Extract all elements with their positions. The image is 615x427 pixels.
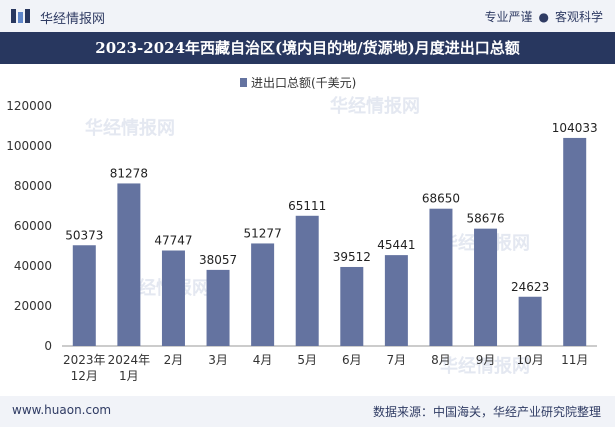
x-tick-label: 7月 [387, 353, 407, 367]
y-axis: 0 20000 40000 60000 80000 100000 120000 [6, 99, 52, 353]
dot-separator-icon: ● [538, 10, 549, 24]
data-label: 38057 [199, 253, 237, 267]
bar-series: 50373 81278 47747 38057 51277 65111 39512 45441… [65, 121, 598, 346]
bar [72, 245, 96, 346]
data-label: 104033 [552, 121, 598, 135]
y-tick-label: 80000 [14, 179, 52, 193]
bar-chart: 华经情报网 华经情报网 华经情报网 华经情报网 华经情报网 进出口总额(千美元)… [6, 76, 598, 383]
x-tick-label: 2024年 1月 [108, 353, 151, 383]
footer-band: www.huaon.com 数据来源：中国海关，华经产业研究院整理 [0, 396, 615, 427]
data-label: 51277 [244, 226, 282, 240]
watermark-text: 华经情报网 [85, 117, 175, 139]
bar [295, 215, 319, 346]
legend: 进出口总额(千美元) [240, 76, 356, 90]
bar [161, 250, 185, 346]
bar [206, 269, 230, 346]
x-tick-label: 11月 [561, 353, 588, 367]
x-tick-label: 10月 [516, 353, 543, 367]
chart-title: 2023-2024年西藏自治区(境内目的地/货源地)月度进出口总额 [0, 32, 615, 64]
x-tick-label: 4月 [253, 353, 273, 367]
bar [563, 137, 587, 346]
bar [384, 255, 408, 346]
bar [340, 266, 364, 346]
footer-url: www.huaon.com [12, 403, 112, 417]
header-band: 华经情报网 专业严谨 ● 客观科学 [0, 0, 615, 32]
data-label: 68650 [422, 192, 460, 206]
x-tick-label: 2月 [164, 353, 184, 367]
y-tick-label: 40000 [14, 259, 52, 273]
x-tick-label: 5月 [297, 353, 317, 367]
data-label: 47747 [154, 234, 192, 248]
tagline-right: 客观科学 [554, 10, 603, 24]
watermark-text: 华经情报网 [440, 355, 530, 377]
y-tick-label: 120000 [6, 99, 52, 113]
data-label: 50373 [65, 228, 103, 242]
y-tick-label: 100000 [6, 139, 52, 153]
data-label: 81278 [110, 166, 148, 180]
data-label: 45441 [377, 238, 415, 252]
data-label: 58676 [466, 212, 504, 226]
legend-swatch [240, 78, 247, 87]
data-source: 数据来源：中国海关，华经产业研究院整理 [372, 405, 601, 419]
bar [251, 243, 275, 346]
x-tick-label: 2023年 12月 [63, 353, 106, 383]
bar [429, 208, 453, 346]
x-tick-label: 6月 [342, 353, 362, 367]
tagline: 专业严谨 ● 客观科学 [484, 8, 603, 25]
tagline-left: 专业严谨 [484, 10, 533, 24]
brand-logo-icon [11, 9, 30, 23]
watermark-text: 华经情报网 [330, 95, 420, 117]
legend-label: 进出口总额(千美元) [251, 76, 356, 90]
x-tick-label: 8月 [431, 353, 451, 367]
y-tick-label: 0 [44, 339, 52, 353]
x-tick-label: 3月 [208, 353, 228, 367]
x-tick-label: 9月 [476, 353, 496, 367]
brand-name: 华经情报网 [40, 12, 106, 27]
y-tick-label: 60000 [14, 219, 52, 233]
y-tick-label: 20000 [14, 299, 52, 313]
bar [117, 183, 141, 346]
data-label: 65111 [288, 199, 326, 213]
data-label: 24623 [511, 280, 549, 294]
data-label: 39512 [333, 250, 371, 264]
bar [474, 228, 498, 346]
bar [518, 296, 542, 346]
